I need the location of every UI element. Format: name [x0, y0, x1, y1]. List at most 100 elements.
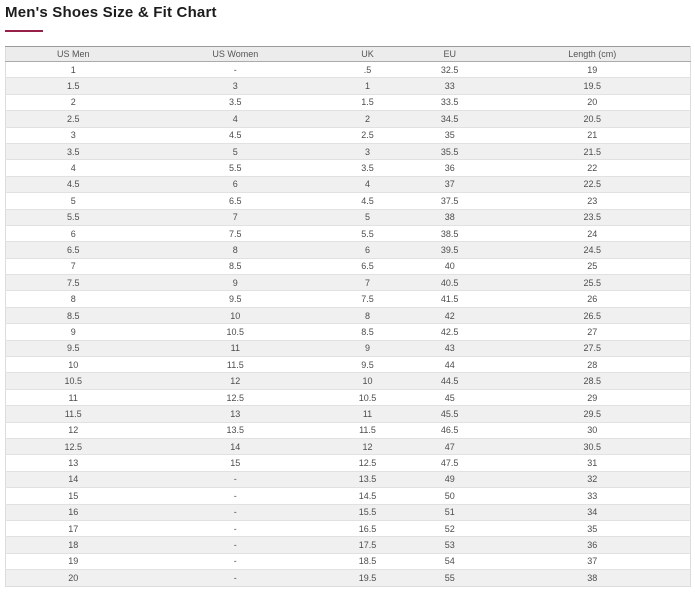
table-cell: 6.5 — [140, 192, 331, 210]
table-cell: 28.5 — [494, 372, 691, 390]
table-cell: 9 — [330, 339, 405, 357]
table-cell: 11.5 — [330, 421, 405, 439]
table-cell: 13 — [5, 454, 141, 472]
table-cell: 20.5 — [494, 110, 691, 128]
table-cell: 24.5 — [494, 241, 691, 259]
table-cell: 3.5 — [5, 142, 141, 160]
table-cell: 6.5 — [330, 257, 405, 275]
table-cell: 15.5 — [330, 503, 405, 521]
table-cell: 19.5 — [494, 77, 691, 95]
table-cell: 10 — [330, 372, 405, 390]
table-cell: .5 — [363, 64, 372, 75]
table-cell: 12 — [330, 437, 405, 455]
table-cell: 37.5 — [404, 192, 495, 210]
table-row: 12.5 14 12 47 30.5 — [5, 437, 691, 455]
table-cell: - — [233, 64, 237, 75]
table-cell: 8 — [330, 306, 405, 324]
table-row: 14-13.5 49 32 — [5, 470, 691, 488]
table-cell: 8.5 — [140, 257, 331, 275]
table-cell: 6 — [140, 175, 331, 193]
table-row: 9 10.5 8.5 42.5 27 — [5, 323, 691, 341]
table-row: 9.5 11 9 43 27.5 — [5, 339, 691, 357]
table-header: US Men US Women UK EU Length (cm) — [5, 46, 691, 62]
title-underline-accent — [5, 30, 43, 32]
table-cell: 23.5 — [494, 208, 691, 226]
size-fit-table: US Men US Women UK EU Length (cm) 1- .5 32.5 19… — [5, 46, 691, 587]
table-cell: 3 — [330, 142, 405, 160]
table-cell: 21 — [494, 126, 691, 144]
table-cell: 27 — [494, 323, 691, 341]
table-cell: 26 — [494, 290, 691, 308]
table-cell: 13 — [140, 405, 331, 423]
table-cell: 3.5 — [330, 159, 405, 177]
table-cell: 1 — [330, 77, 405, 95]
table-cell: 19 — [5, 552, 141, 570]
table-cell: 18 — [5, 536, 141, 554]
table-cell: 21.5 — [494, 142, 691, 160]
table-cell: 8 — [140, 241, 331, 259]
table-cell: 9.5 — [140, 290, 331, 308]
table-cell: 2.5 — [5, 110, 141, 128]
table-cell: 7.5 — [5, 274, 141, 291]
table-cell: 19.5 — [330, 569, 405, 586]
table-row: 2.5 4 2 34.5 20.5 — [5, 110, 691, 128]
column-header: US Men — [5, 46, 141, 62]
table-cell: 1.5 — [5, 77, 141, 95]
table-cell: 36 — [494, 536, 691, 554]
table-cell: 23 — [494, 192, 691, 210]
table-row: 7.5 9 7 40.5 25.5 — [5, 274, 691, 291]
table-cell: 15 — [5, 487, 141, 505]
table-cell: 10.5 — [140, 323, 331, 341]
table-cell: 14 — [140, 437, 331, 455]
table-cell: 3 — [140, 77, 331, 95]
size-chart-section: Men's Shoes Size & Fit Chart US Men US Wo… — [0, 4, 695, 587]
table-cell: 29.5 — [494, 405, 691, 423]
table-cell: 10 — [5, 356, 141, 373]
table-cell: 51 — [404, 503, 495, 521]
table-cell: 34 — [494, 503, 691, 521]
table-cell: 9.5 — [330, 356, 405, 373]
table-cell: 40.5 — [404, 274, 495, 291]
table-cell: 5 — [140, 142, 331, 160]
table-cell: 43 — [404, 339, 495, 357]
table-cell: 4 — [140, 110, 331, 128]
table-cell: 10.5 — [5, 372, 141, 390]
table-cell: 4.5 — [140, 126, 331, 144]
table-cell: 27.5 — [494, 339, 691, 357]
table-cell: 7.5 — [140, 224, 331, 242]
table-cell: 6 — [5, 224, 141, 242]
table-cell: 45 — [404, 388, 495, 406]
table-cell: 37 — [404, 175, 495, 193]
table-cell: 26.5 — [494, 306, 691, 324]
table-row: 2 3.5 1.5 33.5 20 — [5, 93, 691, 111]
table-cell: 19 — [587, 64, 598, 75]
table-cell: 33 — [494, 487, 691, 505]
table-body: 1- .5 32.5 19 1.5 3 1 33 19.5 2 3.5 1.5 33.5 20 2.5 4 2 3… — [5, 61, 691, 586]
table-cell: - — [140, 503, 331, 521]
table-cell: 32.5 — [440, 64, 459, 75]
table-row: 13 15 12.5 47.5 31 — [5, 454, 691, 472]
table-cell: 20 — [5, 569, 141, 586]
table-cell: - — [140, 487, 331, 505]
table-cell: 31 — [494, 454, 691, 472]
table-row: 5.5 7 5 38 23.5 — [5, 208, 691, 226]
table-cell: 33 — [404, 77, 495, 95]
table-cell: 8.5 — [5, 306, 141, 324]
table-row: 11.5 13 11 45.5 29.5 — [5, 405, 691, 423]
table-cell: 12.5 — [330, 454, 405, 472]
table-row: 12 13.5 11.5 46.5 30 — [5, 421, 691, 439]
table-cell: 3 — [5, 126, 141, 144]
table-cell: 7 — [5, 257, 141, 275]
table-cell: 15 — [140, 454, 331, 472]
table-cell: 36 — [404, 159, 495, 177]
table-cell: 13.5 — [330, 470, 405, 488]
table-row: 11 12.5 10.5 45 29 — [5, 388, 691, 406]
table-row: 1 - .5 32.5 19 — [5, 61, 691, 78]
table-cell: 7.5 — [330, 290, 405, 308]
table-cell: 4 — [5, 159, 141, 177]
table-cell: 40 — [404, 257, 495, 275]
table-cell: 41.5 — [404, 290, 495, 308]
table-row: 6.5 8 6 39.5 24.5 — [5, 241, 691, 259]
column-header: EU — [404, 46, 495, 62]
table-cell: 2 — [330, 110, 405, 128]
